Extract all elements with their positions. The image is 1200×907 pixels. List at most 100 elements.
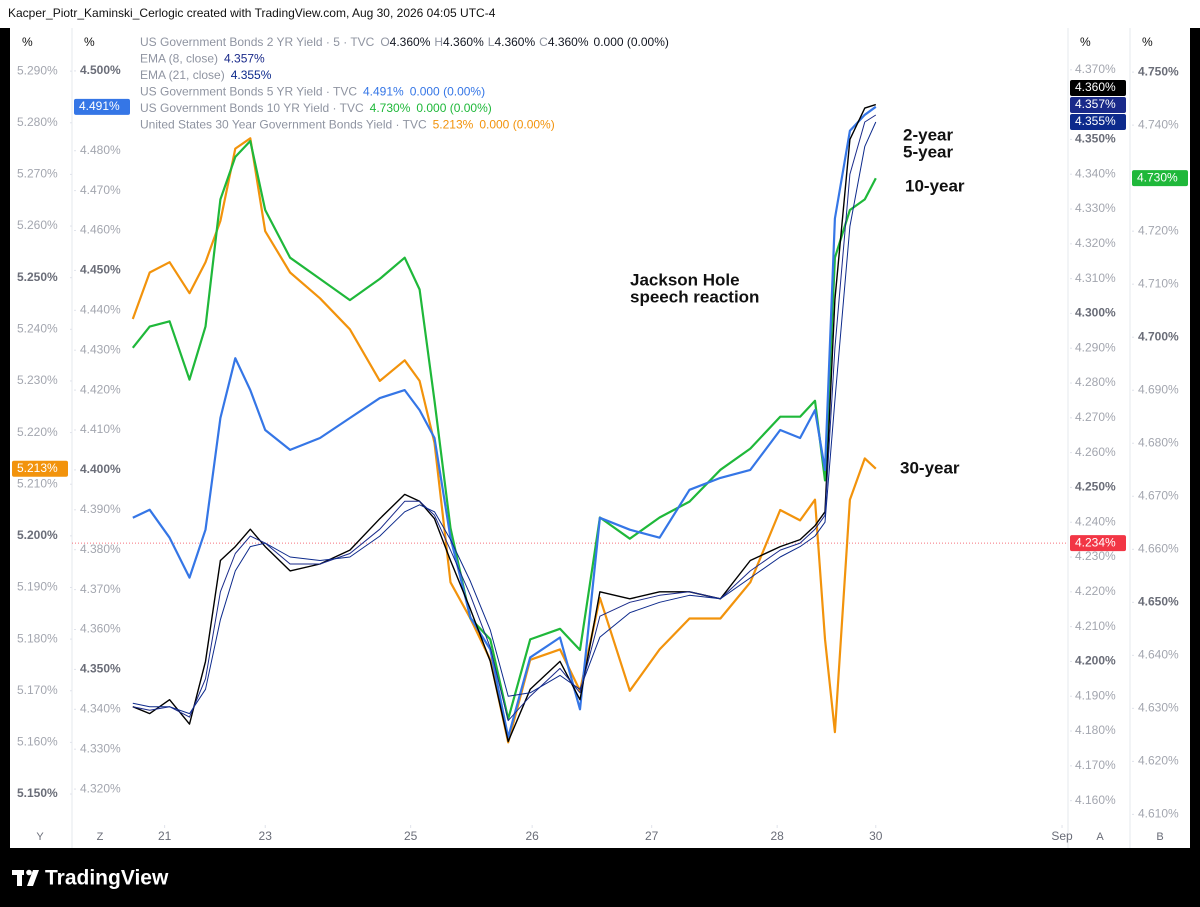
legend-value: 4.491% <box>363 85 404 99</box>
y-tick-label: 4.690% <box>1138 382 1179 396</box>
y-tick-label: 4.240% <box>1075 514 1116 528</box>
y-tick-label: 4.160% <box>1075 793 1116 807</box>
axis-id: A <box>1096 831 1104 843</box>
x-tick-label: 27 <box>645 829 659 843</box>
y-tick-label: 4.720% <box>1138 223 1179 237</box>
price-badge-label: 4.491% <box>79 99 120 113</box>
legend-entry: US Government Bonds 2 YR Yield · 5 · TVC… <box>140 35 669 49</box>
y-tick-label: 4.190% <box>1075 688 1116 702</box>
legend-name: US Government Bonds 5 YR Yield · TVC <box>140 85 357 99</box>
y-tick-label: 4.210% <box>1075 619 1116 633</box>
y-tick-label: 5.190% <box>17 580 58 594</box>
y-tick-label: 5.220% <box>17 425 58 439</box>
y-tick-label: 4.420% <box>80 382 121 396</box>
y-tick-label: 4.310% <box>1075 271 1116 285</box>
y-tick-label: 4.340% <box>1075 166 1116 180</box>
y-tick-label: 4.460% <box>80 223 121 237</box>
y-tick-label: 4.390% <box>80 502 121 516</box>
y-tick-label: 4.670% <box>1138 488 1179 502</box>
annotation: 2-year <box>903 125 953 144</box>
legend-ohlc-value: 4.360% <box>494 35 535 49</box>
brand-logo <box>12 869 39 886</box>
brand: TradingView <box>45 867 169 890</box>
y-tick-label: 4.300% <box>1075 306 1116 320</box>
y-tick-label: 4.260% <box>1075 445 1116 459</box>
y-tick-label: 4.440% <box>80 302 121 316</box>
y-tick-label: 4.370% <box>1075 62 1116 76</box>
price-badge <box>1132 170 1188 187</box>
y-tick-label: 4.710% <box>1138 276 1179 290</box>
legend-entry: United States 30 Year Government Bonds Y… <box>140 118 555 132</box>
axis-header: % <box>1142 35 1153 49</box>
x-tick-label: 30 <box>869 829 883 843</box>
y-tick-label: 4.180% <box>1075 723 1116 737</box>
axis-id: Y <box>36 831 44 843</box>
y-tick-label: 4.170% <box>1075 758 1116 772</box>
series-line <box>131 139 877 721</box>
legend-value: 4.355% <box>231 68 272 82</box>
price-badge-label: 4.357% <box>1075 97 1116 111</box>
y-tick-label: 5.230% <box>17 373 58 387</box>
y-tick-label: 5.200% <box>17 528 58 542</box>
legend-change: 0.000 (0.00%) <box>594 35 669 49</box>
price-badge <box>1070 114 1126 131</box>
y-tick-label: 5.280% <box>17 115 58 129</box>
price-badge <box>12 460 68 477</box>
y-tick-label: 5.160% <box>17 735 58 749</box>
y-tick-label: 4.280% <box>1075 375 1116 389</box>
y-tick-label: 5.170% <box>17 683 58 697</box>
price-badge <box>1070 80 1126 97</box>
y-tick-label: 4.740% <box>1138 117 1179 131</box>
annotation: 5-year <box>903 142 953 161</box>
chart-panel <box>10 28 1190 848</box>
y-tick-label: 5.290% <box>17 63 58 77</box>
annotation: 10-year <box>905 176 965 195</box>
y-tick-label: 4.350% <box>80 662 121 676</box>
y-tick-label: 5.260% <box>17 218 58 232</box>
y-tick-label: 4.610% <box>1138 807 1179 821</box>
annotation: 30-year <box>900 458 960 477</box>
legend-entry: US Government Bonds 10 YR Yield · TVC 4.7… <box>140 101 492 115</box>
price-badge-label: 4.355% <box>1075 114 1116 128</box>
axis-header: % <box>1080 35 1091 49</box>
y-tick-label: 5.210% <box>17 476 58 490</box>
y-tick-label: 4.320% <box>80 781 121 795</box>
axis-header: % <box>84 35 95 49</box>
legend-entry: EMA (8, close) 4.357% <box>140 52 265 66</box>
price-badge <box>74 98 130 115</box>
y-tick-label: 4.750% <box>1138 64 1179 78</box>
series-line <box>132 121 877 715</box>
legend-ohlc-value: 4.360% <box>548 35 589 49</box>
legend-ohlc-key: H <box>434 35 443 49</box>
annotation: Jackson Hole <box>630 270 740 289</box>
price-badge-label: 5.213% <box>17 461 58 475</box>
legend-name: EMA (21, close) <box>140 68 225 82</box>
y-tick-label: 4.480% <box>80 143 121 157</box>
legend-entry: EMA (21, close) 4.355% <box>140 68 272 82</box>
y-tick-label: 4.290% <box>1075 340 1116 354</box>
legend-ohlc-key: C <box>539 35 548 49</box>
y-tick-label: 4.450% <box>80 263 121 277</box>
legend-change: 0.000 (0.00%) <box>410 85 485 99</box>
price-badge-label: 4.730% <box>1137 170 1178 184</box>
y-tick-label: 4.220% <box>1075 584 1116 598</box>
price-line-label: 4.234% <box>1075 535 1116 549</box>
y-tick-label: 4.230% <box>1075 549 1116 563</box>
legend-ohlc-key: O <box>380 35 389 49</box>
y-tick-label: 4.680% <box>1138 435 1179 449</box>
y-tick-label: 4.660% <box>1138 541 1179 555</box>
x-tick-label: 25 <box>404 829 418 843</box>
legend-ohlc-key: L <box>488 35 495 49</box>
y-tick-label: 4.650% <box>1138 594 1179 608</box>
legend-value: 4.357% <box>224 52 265 66</box>
y-tick-label: 4.320% <box>1075 236 1116 250</box>
caption: Kacper_Piotr_Kaminski_Cerlogic created w… <box>8 6 496 20</box>
legend-change: 0.000 (0.00%) <box>416 101 491 115</box>
caption-bar <box>0 0 1200 28</box>
x-tick-label: Sep <box>1051 829 1073 843</box>
series-line <box>132 103 877 743</box>
y-tick-label: 4.370% <box>80 582 121 596</box>
y-tick-label: 4.330% <box>1075 201 1116 215</box>
y-tick-label: 4.700% <box>1138 329 1179 343</box>
